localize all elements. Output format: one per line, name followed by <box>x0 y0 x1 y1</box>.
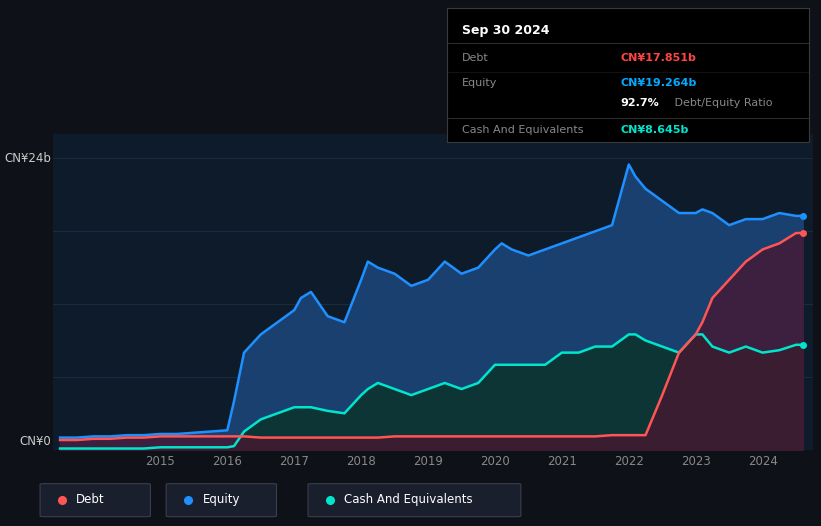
Text: CN¥19.264b: CN¥19.264b <box>621 78 697 88</box>
Text: 92.7%: 92.7% <box>621 98 659 108</box>
FancyBboxPatch shape <box>166 483 277 517</box>
FancyBboxPatch shape <box>40 483 150 517</box>
Text: CN¥8.645b: CN¥8.645b <box>621 125 689 135</box>
Text: Equity: Equity <box>462 78 498 88</box>
FancyBboxPatch shape <box>308 483 521 517</box>
Text: Equity: Equity <box>203 493 240 506</box>
Text: Sep 30 2024: Sep 30 2024 <box>462 24 549 37</box>
Text: CN¥0: CN¥0 <box>20 435 51 448</box>
Text: Debt/Equity Ratio: Debt/Equity Ratio <box>672 98 773 108</box>
Text: Cash And Equivalents: Cash And Equivalents <box>462 125 584 135</box>
Text: Debt: Debt <box>76 493 105 506</box>
Text: Cash And Equivalents: Cash And Equivalents <box>344 493 473 506</box>
Text: Debt: Debt <box>462 53 488 63</box>
Text: CN¥24b: CN¥24b <box>4 152 51 165</box>
Text: CN¥17.851b: CN¥17.851b <box>621 53 697 63</box>
